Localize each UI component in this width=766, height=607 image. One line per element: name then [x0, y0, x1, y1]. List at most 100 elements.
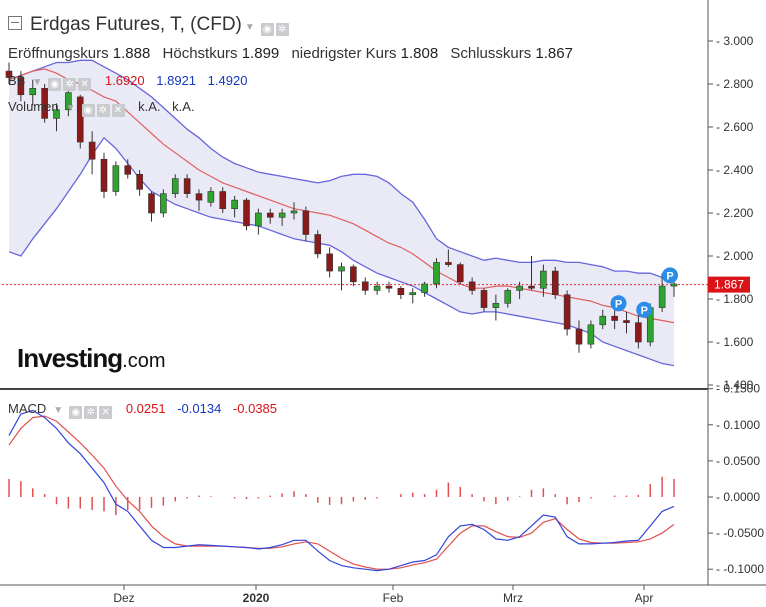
candle-body	[480, 290, 488, 308]
candle-body	[314, 234, 322, 255]
gear-icon[interactable]: ✲	[96, 104, 110, 117]
volume-label: Volumen	[8, 99, 59, 114]
logo-suffix: .com	[122, 350, 166, 372]
price-panel: P P P	[2, 59, 708, 367]
candle-body	[409, 292, 417, 295]
candle-body	[575, 328, 583, 345]
chevron-down-icon[interactable]: ▼	[53, 405, 64, 416]
bb-legend: BB ▼ ◉ ✲ ✕ 1.6920 1.8921 1.4920	[8, 73, 247, 91]
candle-body	[445, 262, 452, 265]
pattern-marker: P	[610, 295, 627, 312]
candle-body	[551, 270, 559, 295]
candle-body	[278, 212, 286, 218]
candle-body	[17, 77, 25, 96]
eye-icon[interactable]: ◉	[81, 104, 95, 117]
marker-circle	[636, 301, 653, 318]
y-tick-label: - 1.600	[716, 335, 754, 349]
candle-body	[148, 193, 155, 214]
candle-body	[670, 283, 678, 287]
logo-text: Investing	[17, 343, 123, 373]
candle-body	[243, 199, 250, 227]
macd-value: 0.0251	[125, 401, 166, 416]
candle-body	[504, 290, 512, 304]
close-icon[interactable]: ✕	[78, 78, 92, 91]
candle-body	[611, 315, 618, 321]
macd-y-tick-label: - -0.0500	[716, 526, 764, 540]
macd-y-tick-label: - -0.1000	[716, 562, 764, 576]
candle-body	[433, 262, 440, 285]
chevron-down-icon[interactable]: ▼	[65, 103, 76, 114]
macd-y-tick-label: - 0.1500	[716, 382, 760, 396]
marker-label: P	[666, 270, 673, 282]
candle-body	[456, 264, 464, 283]
candle-body	[29, 88, 37, 96]
bb-upper-value: 1.8921	[156, 73, 197, 88]
candle-body	[528, 285, 535, 289]
y-tick-label: - 2.000	[716, 249, 754, 263]
candle-body	[302, 210, 310, 235]
candle-body	[350, 266, 357, 283]
ohlc-open-value: 1.888	[112, 45, 151, 62]
macd-y-tick-label: - 0.0500	[716, 454, 760, 468]
candle-body	[635, 322, 642, 343]
gear-icon[interactable]: ✲	[275, 23, 289, 36]
marker-circle	[662, 267, 678, 284]
ohlc-high-value: 1.899	[241, 45, 280, 62]
x-tick-label: 2020	[243, 591, 270, 605]
collapse-icon[interactable]	[8, 16, 22, 30]
candle-body	[361, 281, 369, 291]
y-tick-label: - 1.400	[716, 378, 754, 392]
candle-body	[338, 266, 345, 272]
candle-body	[326, 253, 333, 272]
candle-body	[100, 158, 108, 192]
eye-icon[interactable]: ◉	[48, 78, 62, 91]
candle-body	[76, 96, 84, 143]
candle-body	[623, 320, 630, 323]
candle-body	[231, 199, 238, 210]
bb-mid-value: 1.6920	[104, 73, 145, 88]
macd-y-tick-label: - 0.0000	[716, 490, 760, 504]
chevron-down-icon[interactable]: ▼	[244, 22, 255, 33]
macd-hist-value: -0.0385	[232, 401, 278, 416]
macd-label: MACD	[8, 401, 47, 416]
eye-icon[interactable]: ◉	[69, 406, 83, 419]
candle-body	[385, 285, 393, 289]
candle-body	[492, 302, 500, 308]
y-tick-label: - 1.800	[716, 292, 754, 306]
marker-circle	[610, 295, 627, 312]
gear-icon[interactable]: ✲	[84, 406, 98, 419]
candle-body	[397, 287, 405, 295]
gear-icon[interactable]: ✲	[63, 78, 77, 91]
chart-title-row: Erdgas Futures, T, (CFD) ▼ ◉ ✲	[8, 14, 291, 36]
chevron-down-icon[interactable]: ▼	[32, 77, 43, 88]
close-icon[interactable]: ✕	[99, 406, 113, 419]
candle-body	[468, 281, 476, 291]
ohlc-close-label: Schlusskurs	[450, 45, 532, 62]
candle-body	[421, 283, 428, 293]
x-tick-label: Mrz	[503, 591, 523, 605]
y-tick-label: - 2.400	[716, 163, 754, 177]
candle-body	[160, 193, 167, 214]
eye-icon[interactable]: ◉	[260, 23, 274, 36]
macd-line	[8, 409, 675, 572]
x-tick-label: Apr	[635, 591, 654, 605]
candle-body	[171, 178, 179, 194]
y-tick-label: - 2.200	[716, 206, 754, 220]
candle-body	[136, 174, 143, 190]
y-tick-label: - 3.000	[716, 34, 754, 48]
candle-body	[53, 109, 60, 119]
macd-y-tick-label: - 0.1000	[716, 418, 760, 432]
current-price-label: 1.867	[714, 278, 744, 292]
close-icon[interactable]: ✕	[111, 104, 125, 117]
marker-label: P	[615, 298, 622, 310]
volume-legend: Volumen ▼ ◉ ✲ ✕ k.A. k.A.	[8, 99, 195, 117]
candle-body	[219, 191, 227, 210]
pattern-marker: P	[636, 301, 653, 318]
bb-upper-line	[8, 59, 674, 279]
marker-label: P	[641, 305, 648, 317]
y-tick-label: - 2.600	[716, 120, 754, 134]
candle-body	[88, 141, 96, 160]
candle-body	[207, 191, 215, 203]
